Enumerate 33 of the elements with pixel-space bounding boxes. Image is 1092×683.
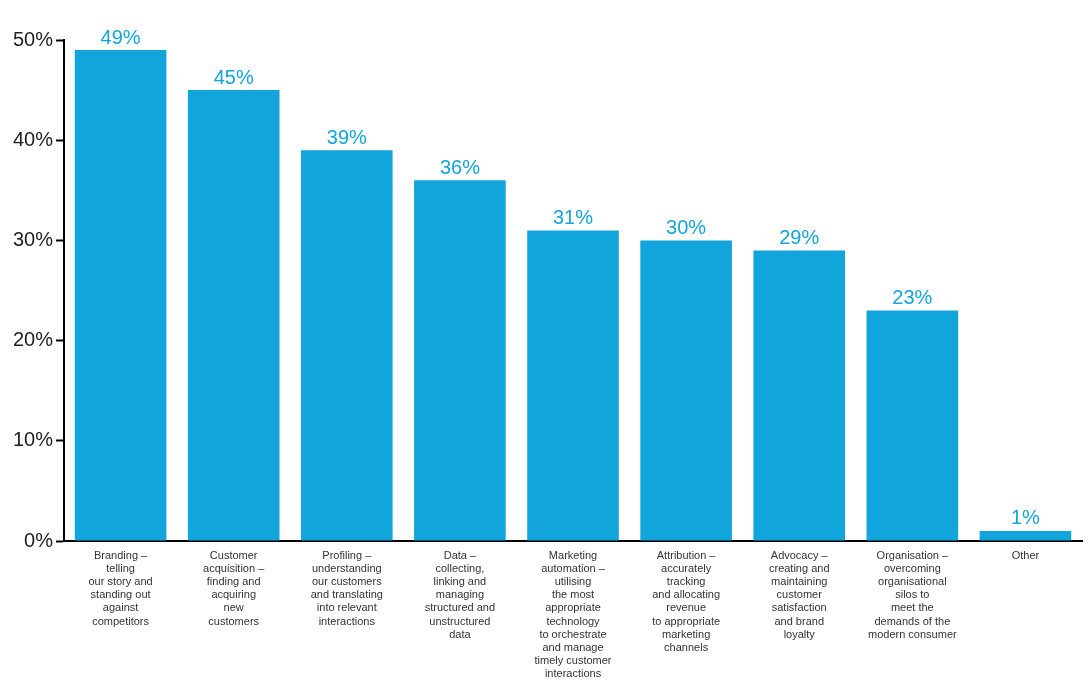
x-tick-label: Branding – telling our story and standing out against competitors: [88, 548, 153, 627]
bar: [866, 310, 959, 541]
y-tick-label: 50%: [13, 27, 54, 50]
x-tick-label: Organisation – overcoming organisational silos to meet the demands of the modern consumer: [868, 548, 957, 640]
data-label: 31%: [553, 205, 594, 228]
y-tick-label: 0%: [24, 528, 54, 551]
data-label: 49%: [100, 25, 141, 48]
bar: [527, 230, 619, 541]
x-tick-label: Data – collecting, linking and managing structured and unstructured data: [424, 548, 496, 640]
y-tick-label: 30%: [13, 227, 54, 250]
bar: [979, 530, 1072, 541]
bar: [187, 90, 280, 541]
x-tick-label: Customer acquisition – finding and acquiring new customers: [203, 548, 266, 627]
data-label: 36%: [439, 155, 481, 178]
y-tick-label: 40%: [13, 127, 54, 150]
y-tick-label: 20%: [13, 328, 54, 351]
y-tick-label: 10%: [13, 428, 54, 451]
x-tick-label: Profiling – understanding our customers and translating into relevant interactions: [310, 548, 383, 627]
x-tick-label: Other: [1011, 548, 1040, 561]
data-label: 30%: [666, 215, 707, 238]
data-label: 45%: [213, 65, 254, 88]
category-label: Marketing automation – utilising the most appropriate technology to orchestrate and manage timely customer interactions: [534, 548, 612, 680]
data-label: 29%: [779, 225, 820, 248]
x-tick-label: Advocacy – creating and maintaining customer satisfaction and brand loyalty: [768, 548, 830, 640]
data-label: 1%: [1010, 506, 1041, 529]
x-tick-label: Attribution – accurately tracking and allocating revenue to appropriate marketing channels: [652, 548, 721, 654]
bar: [753, 250, 846, 541]
bar: [74, 50, 167, 541]
bar: [414, 180, 506, 541]
bar: [300, 150, 393, 541]
data-label: 39%: [326, 125, 368, 148]
data-label: 23%: [892, 286, 933, 309]
bar: [640, 240, 732, 541]
